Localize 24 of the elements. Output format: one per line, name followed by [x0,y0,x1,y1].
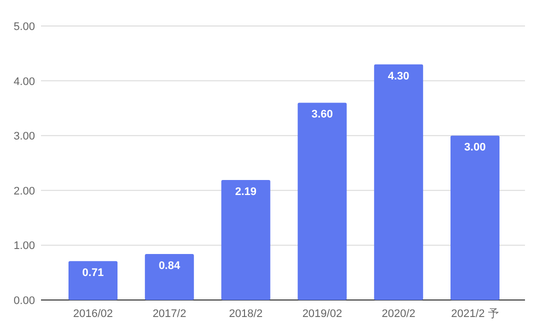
x-tick-label: 2019/02 [302,308,342,320]
y-tick-label: 2.00 [14,185,35,198]
data-label: 3.60 [311,108,333,121]
bar [221,180,270,300]
data-label: 0.84 [158,260,181,272]
x-tick-label: 2020/2 [382,308,416,320]
y-tick-label: 1.00 [14,240,35,252]
bar [450,136,500,300]
data-label: 4.30 [388,70,410,82]
y-tick-label: 3.00 [14,130,35,143]
data-label: 0.71 [82,267,104,280]
data-label: 2.19 [235,186,257,198]
y-tick-label: 5.00 [14,21,35,33]
x-tick-label: 2018/2 [228,308,263,320]
y-tick-label: 4.00 [14,76,35,88]
bar [298,102,347,300]
data-label: 3.00 [464,142,486,154]
x-tick-label: 2017/2 [152,308,186,320]
bar [68,261,118,300]
bar [144,254,194,300]
x-tick-label: 2021/2 予 [451,308,499,320]
bar [374,64,424,300]
y-tick-label: 0.00 [14,295,35,307]
x-tick-label: 2016/02 [73,308,113,320]
